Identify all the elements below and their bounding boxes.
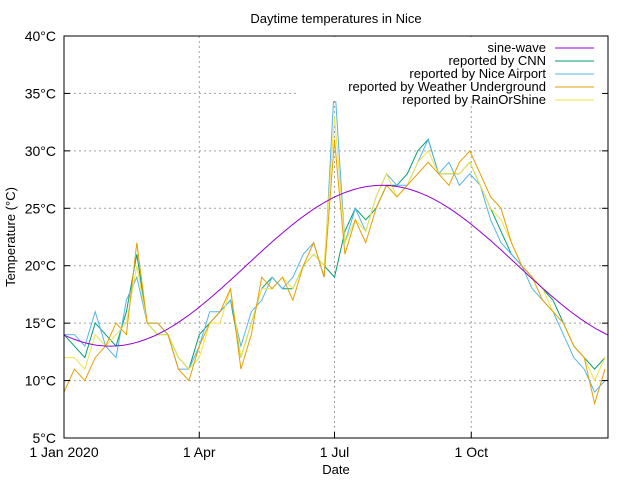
x-tick-label: 1 Jan 2020 [29, 444, 98, 460]
legend-label: reported by CNN [448, 53, 546, 68]
y-tick-label: 15°C [25, 315, 56, 331]
axis-ticks: 5°C 10°C 15°C 20°C 25°C 30°C 35°C 40°C 1 Jan 202… [25, 28, 608, 460]
x-tick-label: 1 Jul [320, 444, 350, 460]
x-tick-label: 1 Apr [183, 444, 216, 460]
y-tick-label: 40°C [25, 28, 56, 44]
y-tick-label: 35°C [25, 85, 56, 101]
chart-title: Daytime temperatures in Nice [250, 11, 421, 26]
legend-label: reported by RainOrShine [402, 92, 546, 107]
series-line-0 [63, 184, 609, 347]
y-tick-label: 25°C [25, 200, 56, 216]
y-axis-label: Temperature (°C) [3, 187, 18, 287]
legend-label: reported by Nice Airport [409, 66, 546, 81]
x-tick-label: 1 Oct [455, 444, 489, 460]
y-tick-label: 5°C [33, 430, 57, 446]
plot-border [63, 35, 609, 439]
legend-label: sine-wave [487, 40, 546, 55]
legend-label: reported by Weather Underground [348, 79, 546, 94]
y-tick-label: 20°C [25, 258, 56, 274]
y-tick-label: 30°C [25, 143, 56, 159]
y-tick-label: 10°C [25, 373, 56, 389]
series-line-1 [63, 138, 606, 371]
series-lines [63, 81, 609, 406]
x-axis-label: Date [322, 462, 349, 477]
series-line-3 [63, 139, 606, 406]
